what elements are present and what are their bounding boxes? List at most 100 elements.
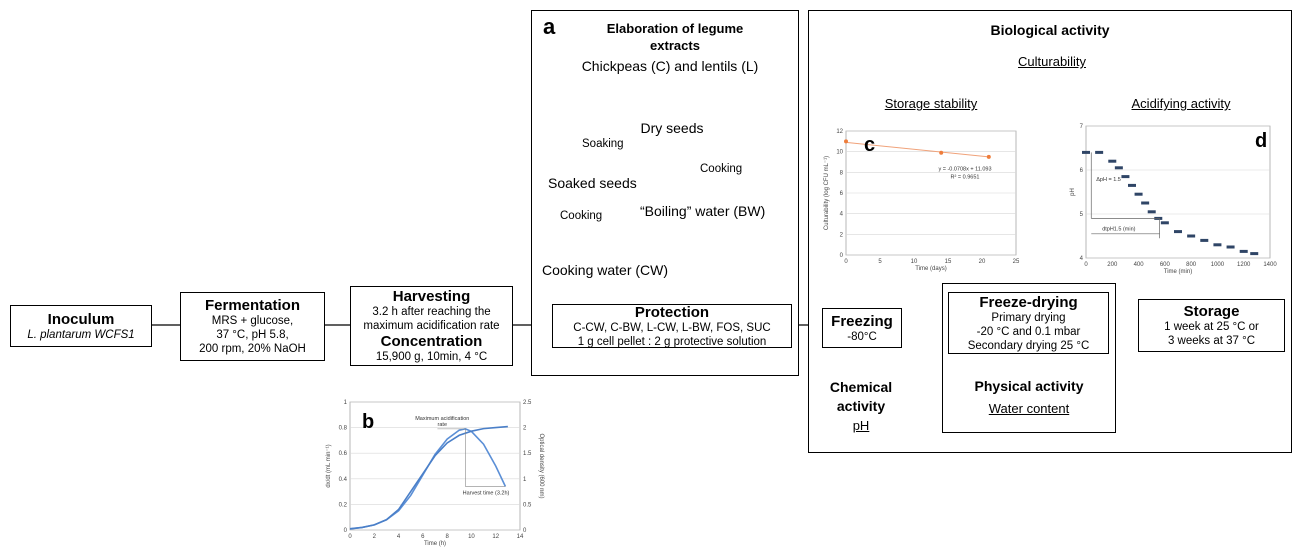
plot-area [1085,125,1271,259]
acidifying-activity-label: Acidifying activity [1131,96,1231,111]
panel-a-title: Elaboration of legume extracts [607,20,744,54]
freezing-line: -80°C [847,330,877,343]
y-tick-label: 0.4 [339,477,348,483]
inoculum-box: Inoculum L. plantarum WCFS1 [10,305,152,347]
data-point [1147,210,1156,214]
data-point [844,139,848,144]
harvesting-line-2: maximum acidification rate [363,320,500,332]
data-point [1141,201,1150,205]
freeze-drying-line-1: Primary drying [991,311,1066,324]
water-content-label: Water content [988,401,1070,416]
y-tick-label: 4 [840,212,844,218]
y2-tick-label: 0 [523,528,527,534]
y-tick-label: 6 [1080,168,1084,174]
x-axis-label: Time (min) [1164,269,1192,275]
annotation-max-rate: Maximum acidification [415,416,469,422]
x-tick-label: 0 [844,259,848,265]
inoculum-strain: L. plantarum WCFS1 [27,328,135,341]
concentration-title: Concentration [380,333,483,350]
y2-axis-label: Optical density (600 nm) [538,433,544,498]
chart-letter: d [1255,130,1267,152]
x-tick-label: 12 [492,534,499,540]
ph-label: pH [852,418,870,433]
chart-letter: b [362,411,374,433]
panel-a-letter: a [543,14,556,39]
y2-tick-label: 2.5 [523,400,532,406]
x-tick-label: 1000 [1211,262,1225,268]
fermentation-line-2: 37 °C, pH 5.8, [216,329,289,341]
x-tick-label: 1200 [1237,262,1251,268]
protection-line-2: 1 g cell pellet : 2 g protective solutio… [577,335,767,348]
trend-equation: y = -0.0708x + 11.093 [938,166,991,172]
data-point [1082,150,1090,154]
x-tick-label: 20 [979,259,986,265]
data-point [1174,230,1182,234]
x-tick-label: 2 [373,534,377,540]
harvesting-box: Harvesting 3.2 h after reaching the maxi… [350,286,513,366]
data-point [1160,221,1169,225]
x-tick-label: 6 [421,534,425,540]
x-tick-label: 4 [397,534,401,540]
x-axis-label: Time (days) [915,266,946,272]
node-chickpeas-lentils: Chickpeas (C) and lentils (L) [581,58,759,74]
protection-title: Protection [634,303,710,321]
label-cooking-right: Cooking [700,163,743,175]
annotation-max-rate-2: rate [438,422,447,428]
x-tick-label: 0 [348,534,352,540]
x-tick-label: 800 [1186,262,1197,268]
data-point [1108,159,1117,163]
y2-tick-label: 2 [523,426,527,432]
freeze-drying-box: Freeze-drying Primary drying -20 °C and … [948,292,1109,354]
label-soaking: Soaking [582,138,624,150]
y2-tick-label: 0.5 [523,502,532,508]
data-point [1114,166,1123,170]
fermentation-line-1: MRS + glucose, [211,315,294,327]
y-tick-label: 4 [1080,256,1084,262]
x-axis-label: Time (h) [424,541,446,547]
inoculum-title: Inoculum [47,310,115,328]
annotation-delta-ph: ΔpH = 1.5 [1096,177,1121,183]
panel-a-title-line-1: Elaboration of legume [606,21,744,36]
panel-a-title-line-2: extracts [650,38,700,53]
x-tick-label: 15 [945,259,952,265]
x-tick-label: 400 [1134,262,1145,268]
y-tick-label: 0 [344,528,348,534]
data-point [1213,243,1222,247]
y-tick-label: 5 [1080,212,1084,218]
y2-tick-label: 1.5 [523,451,532,457]
x-tick-label: 5 [878,259,882,265]
y-tick-label: 12 [836,129,843,135]
node-boiling-water: “Boiling” water (BW) [640,203,766,219]
storage-box: Storage 1 week at 25 °C or 3 weeks at 37… [1138,299,1285,352]
freezing-title: Freezing [831,312,893,330]
y-axis-label: Culturability (log CFU mL⁻¹) [824,156,830,230]
freezing-box: Freezing -80°C [822,308,902,348]
freeze-drying-title: Freeze-drying [979,293,1078,311]
y-tick-label: 8 [840,170,844,176]
x-tick-label: 10 [468,534,475,540]
concentration-line: 15,900 g, 10min, 4 °C [375,351,488,363]
x-tick-label: 14 [517,534,524,540]
x-tick-label: 600 [1160,262,1171,268]
physical-activity-title: Physical activity [974,378,1084,394]
x-tick-label: 1400 [1263,262,1277,268]
y-tick-label: 0.6 [339,451,348,457]
culturability-label: Culturability [1018,54,1086,69]
data-point [939,150,944,155]
y-axis-label: pH [1070,188,1076,196]
data-point [1226,245,1235,249]
data-point [986,154,991,159]
protection-box: Protection C-CW, C-BW, L-CW, L-BW, FOS, … [552,304,792,348]
y-tick-label: 6 [840,191,844,197]
y2-tick-label: 1 [523,477,527,483]
freeze-drying-line-2: -20 °C and 0.1 mbar [976,325,1081,338]
fermentation-line-3: 200 rpm, 20% NaOH [199,343,306,355]
x-tick-label: 25 [1013,259,1020,265]
y-tick-label: 2 [840,232,844,238]
y-tick-label: 0.8 [339,426,348,432]
trend-r2: R² = 0.9651 [951,175,980,181]
series-optical-density [349,425,508,530]
y-axis-label: dx/dt (mL min⁻¹) [326,444,332,487]
